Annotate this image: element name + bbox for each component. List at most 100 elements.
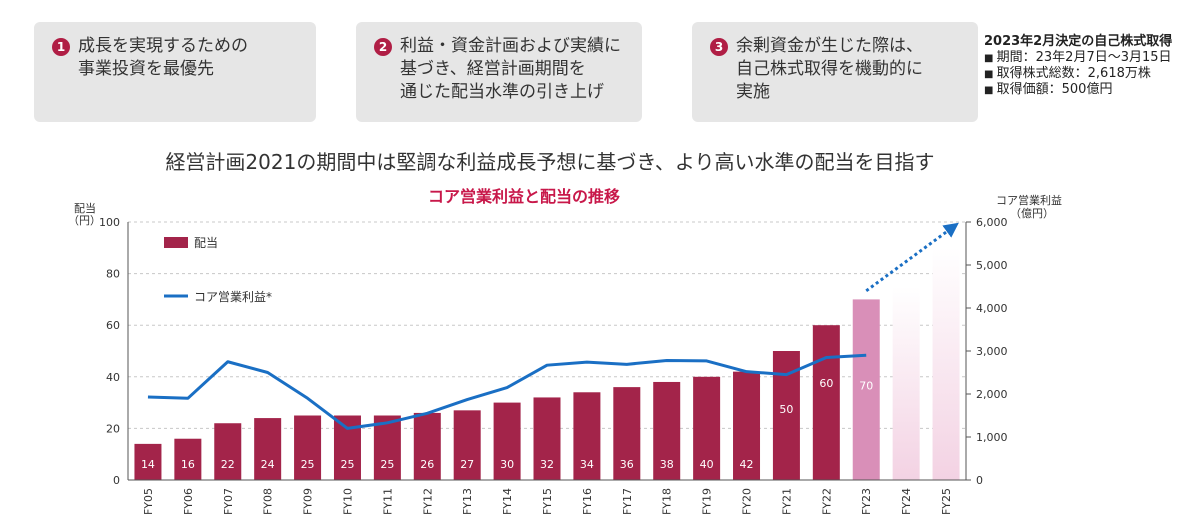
x-tick-label: FY12 xyxy=(421,488,434,515)
dividend-value-label: 30 xyxy=(500,458,514,471)
dividend-value-label: 25 xyxy=(340,458,354,471)
dividend-value-label: 42 xyxy=(740,458,754,471)
policy-line: 自己株式取得を機動的に xyxy=(736,59,923,79)
x-tick-label: FY17 xyxy=(621,488,634,515)
x-tick-label: FY06 xyxy=(182,488,195,515)
dividend-value-label: 22 xyxy=(221,458,235,471)
buyback-item: 取得価額：500億円 xyxy=(984,82,1172,98)
growth-trend-arrow xyxy=(865,222,959,293)
x-tick-label: FY25 xyxy=(940,488,953,515)
dividend-bar xyxy=(134,443,162,480)
left-axis-label: 配当 xyxy=(74,201,96,215)
left-tick-label: 80 xyxy=(106,268,120,281)
dividend-bar xyxy=(254,418,282,480)
policy-line: 成長を実現するための xyxy=(78,36,248,56)
right-tick-label: 4,000 xyxy=(976,302,1008,315)
x-tick-label: FY23 xyxy=(860,488,873,515)
legend: 配当 コア営業利益* xyxy=(164,236,272,304)
x-tick-label: FY24 xyxy=(900,488,913,515)
dividend-bar xyxy=(613,387,641,480)
policy-line: 基づき、経営計画期間を xyxy=(400,59,586,79)
right-tick-label: 2,000 xyxy=(976,388,1008,401)
right-tick-label: 3,000 xyxy=(976,345,1008,358)
x-tick-label: FY11 xyxy=(381,488,394,515)
x-tick-label: FY08 xyxy=(262,488,275,515)
x-tick-label: FY15 xyxy=(541,488,554,515)
dividend-value-label: 27 xyxy=(460,458,474,471)
left-tick-label: 0 xyxy=(113,474,120,487)
policy-box-2: 2 利益・資金計画および実績に 基づき、経営計画期間を 通じた配当水準の引き上げ xyxy=(356,22,642,122)
x-tick-label: FY19 xyxy=(701,488,714,515)
policy-line: 通じた配当水準の引き上げ xyxy=(400,82,604,102)
dividend-value-label: 32 xyxy=(540,458,554,471)
policy-line: 余剰資金が生じた際は、 xyxy=(736,36,923,56)
x-tick-label: FY22 xyxy=(820,488,833,515)
left-tick-label: 40 xyxy=(106,371,120,384)
dividend-bar xyxy=(693,376,721,480)
dividend-value-label: 40 xyxy=(700,458,714,471)
policy-number-badge: 2 xyxy=(374,38,392,56)
x-tick-label: FY16 xyxy=(581,488,594,515)
dividend-value-label: 24 xyxy=(261,458,275,471)
dividend-bar xyxy=(493,402,521,480)
legend-dividend-swatch xyxy=(164,237,188,248)
right-axis-label: コア営業利益 xyxy=(996,193,1062,207)
dividend-bar xyxy=(573,392,601,480)
x-tick-label: FY10 xyxy=(341,488,354,515)
future-dividend-bar xyxy=(932,247,960,480)
dividend-bar xyxy=(294,415,322,480)
dividend-bar xyxy=(533,397,561,480)
dividend-bar xyxy=(413,412,441,480)
dividend-value-label: 25 xyxy=(301,458,315,471)
policy-box-1: 1 成長を実現するための 事業投資を最優先 xyxy=(34,22,316,122)
right-tick-label: 0 xyxy=(976,474,983,487)
dividend-profit-chart: 14 16 22 24 25 25 25 26 27 30 32 34 36 38 40 42 50 60 70 0… xyxy=(68,187,1062,515)
dividend-value-label: 50 xyxy=(779,403,793,416)
dividend-value-label: 14 xyxy=(141,458,155,471)
legend-dividend-label: 配当 xyxy=(194,236,218,250)
x-tick-label: FY20 xyxy=(741,488,754,515)
left-tick-label: 60 xyxy=(106,319,120,332)
left-tick-label: 20 xyxy=(106,422,120,435)
policy-number-badge: 1 xyxy=(52,38,70,56)
x-tick-label: FY09 xyxy=(302,488,315,515)
x-tick-label: FY13 xyxy=(461,488,474,515)
x-tick-label: FY07 xyxy=(222,488,235,515)
dividend-value-label: 60 xyxy=(819,377,833,390)
right-tick-label: 6,000 xyxy=(976,216,1008,229)
dividend-bar xyxy=(174,438,202,480)
x-tick-label: FY05 xyxy=(142,488,155,515)
policy-line: 利益・資金計画および実績に xyxy=(400,36,621,56)
left-tick-label: 100 xyxy=(99,216,120,229)
headline: 経営計画2021の期間中は堅調な利益成長予想に基づき、より高い水準の配当を目指す xyxy=(165,150,935,174)
dividend-bar xyxy=(373,415,401,480)
dividend-bar xyxy=(852,299,880,480)
policy-number-badge: 3 xyxy=(710,38,728,56)
buyback-item: 期間：23年2月7日～3月15日 xyxy=(984,50,1172,66)
buyback-item: 取得株式総数：2,618万株 xyxy=(984,66,1172,82)
dividend-value-label: 26 xyxy=(420,458,434,471)
right-tick-label: 5,000 xyxy=(976,259,1008,272)
right-tick-label: 1,000 xyxy=(976,431,1008,444)
buyback-title: 2023年2月決定の自己株式取得 xyxy=(984,34,1173,49)
x-tick-label: FY18 xyxy=(661,488,674,515)
buyback-info: 2023年2月決定の自己株式取得 期間：23年2月7日～3月15日 取得株式総数… xyxy=(984,34,1172,98)
dividend-value-label: 16 xyxy=(181,458,195,471)
dividend-bar xyxy=(653,381,681,480)
policy-box-3: 3 余剰資金が生じた際は、 自己株式取得を機動的に 実施 xyxy=(692,22,978,122)
policy-line: 事業投資を最優先 xyxy=(78,59,214,79)
policy-text: 余剰資金が生じた際は、 自己株式取得を機動的に 実施 xyxy=(736,35,923,104)
right-axis-unit: （億円） xyxy=(1010,207,1054,220)
dividend-bar xyxy=(812,325,840,480)
dividend-value-label: 25 xyxy=(380,458,394,471)
core-operating-profit-line xyxy=(147,353,867,430)
policy-text: 利益・資金計画および実績に 基づき、経営計画期間を 通じた配当水準の引き上げ xyxy=(400,35,621,104)
dividend-bar xyxy=(733,371,761,480)
policy-line: 実施 xyxy=(736,82,770,102)
legend-profit-label: コア営業利益* xyxy=(194,290,272,304)
dividend-bar xyxy=(214,423,242,480)
future-dividend-bar xyxy=(892,286,920,480)
x-tick-label: FY21 xyxy=(780,488,793,515)
policy-text: 成長を実現するための 事業投資を最優先 xyxy=(78,35,248,81)
dividend-bar xyxy=(453,410,481,480)
